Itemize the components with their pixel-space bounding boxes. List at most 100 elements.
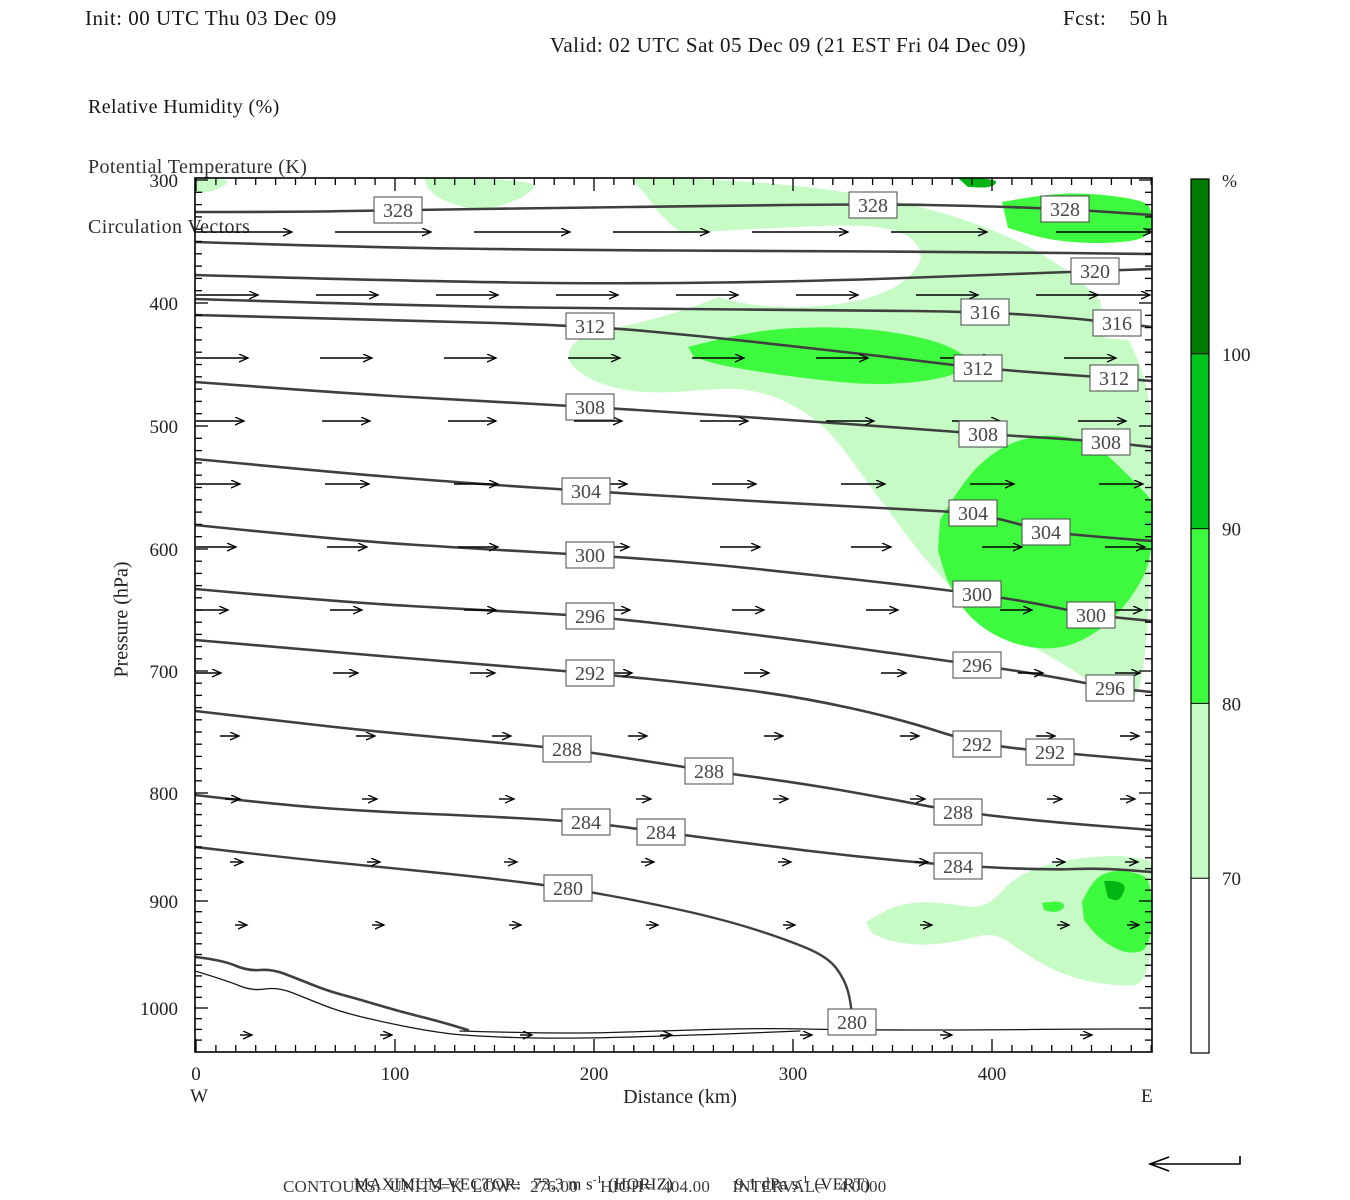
humidity-fill-white: [660, 225, 921, 307]
contour-label-text: 312: [963, 358, 993, 380]
contour-label-text: 296: [962, 655, 992, 677]
contours-info-line: CONTOURS: UNITS=K LOW= 276.00 HIGH= 404.…: [283, 1177, 887, 1196]
contour-label-text: 316: [970, 302, 1000, 324]
west-end-label: W: [190, 1086, 208, 1107]
isentrope-300: [195, 523, 1152, 623]
y-tick-label-1000: 1000: [140, 999, 178, 1020]
isentrope-280: [195, 955, 470, 1032]
contour-label-text: 288: [943, 802, 973, 824]
contour-label-280: 280: [543, 874, 593, 902]
east-end-label: E: [1141, 1086, 1153, 1107]
colorbar-segment: [1191, 878, 1209, 1053]
contour-label-text: 312: [1099, 368, 1129, 390]
contour-label-text: 292: [575, 663, 605, 685]
contour-label-316: 316: [1092, 309, 1142, 337]
contour-label-text: 296: [575, 606, 605, 628]
contour-label-text: 292: [962, 734, 992, 756]
contour-label-284: 284: [933, 852, 983, 880]
y-axis-title: Pressure (hPa): [110, 561, 133, 678]
contour-label-288: 288: [933, 798, 983, 826]
plot-interior: 328 328 328 320 316 316 312 312 312 308 308 308 304 3…: [195, 178, 1152, 1038]
contour-label-308: 308: [958, 420, 1008, 448]
isentrope-320: [195, 267, 1152, 285]
x-tick-label-100: 100: [381, 1064, 410, 1085]
contour-label-320: 320: [1070, 257, 1120, 285]
colorbar-segment: [1191, 703, 1209, 879]
horiz-exponent: -1: [592, 1174, 603, 1186]
y-tick-label-800: 800: [150, 784, 179, 805]
x-tick-label-400: 400: [978, 1064, 1007, 1085]
field-potential-temperature: Potential Temperature (K): [88, 156, 308, 178]
colorbar-segment: [1191, 179, 1209, 354]
contour-label-text: 284: [571, 812, 601, 834]
humidity-fill-deep: [958, 178, 997, 188]
isentrope-324: [195, 240, 1152, 256]
humidity-fill-deep: [1104, 880, 1125, 901]
isentrope-292: [195, 638, 1152, 763]
x-tick-label-300: 300: [779, 1064, 808, 1085]
contour-label-292: 292: [952, 730, 1002, 758]
colorbar-tick-label-70: 70: [1222, 869, 1241, 890]
y-tick-label-400: 400: [150, 294, 179, 315]
contour-label-text: 288: [694, 761, 724, 783]
field-relative-humidity: Relative Humidity (%): [88, 96, 280, 118]
contour-label-text: 304: [958, 503, 988, 525]
isentrope-328: [195, 203, 1152, 217]
contour-label-312: 312: [953, 354, 1003, 382]
forecast-hour-label: Fcst: 50 h: [1063, 6, 1169, 30]
contour-label-text: 328: [858, 195, 888, 217]
vert-exponent: -1: [798, 1174, 809, 1186]
valid-time-label: Valid: 02 UTC Sat 05 Dec 09 (21 EST Fri …: [550, 33, 1027, 57]
contour-label-text: 280: [837, 1012, 867, 1034]
y-tick-label-700: 700: [150, 662, 179, 683]
max-vector-reference-arrow: [1147, 1156, 1241, 1172]
contour-label-text: 308: [1091, 432, 1121, 454]
contour-label-text: 280: [553, 878, 583, 900]
init-time-label: Init: 00 UTC Thu 03 Dec 09: [85, 6, 337, 30]
contour-label-296: 296: [565, 602, 615, 630]
contour-label-text: 296: [1095, 678, 1125, 700]
x-tick-label-0: 0: [191, 1064, 201, 1085]
contour-label-text: 292: [1035, 742, 1065, 764]
isentrope-288: [195, 709, 1152, 832]
y-tick-label-900: 900: [150, 892, 179, 913]
colorbar-tick-label-80: 80: [1222, 694, 1241, 715]
plotted-fields-list: Relative Humidity (%) Potential Temperat…: [88, 59, 307, 257]
colorbar-segment: [1191, 528, 1209, 704]
max-vector-horiz-unit: (HORIZ): [608, 1174, 674, 1194]
contour-label-304: 304: [1021, 518, 1071, 546]
contour-label-284: 284: [636, 818, 686, 846]
y-tick-label-500: 500: [150, 417, 179, 438]
isentrope-284: [195, 793, 1152, 874]
contour-label-312: 312: [565, 312, 615, 340]
contour-label-292: 292: [565, 659, 615, 687]
contour-label-text: 316: [1102, 313, 1132, 335]
contour-label-280: 280: [827, 1008, 877, 1036]
contour-label-312: 312: [1089, 364, 1139, 392]
contour-label-292: 292: [1025, 738, 1075, 766]
contour-label-300: 300: [1066, 601, 1116, 629]
contour-label-296: 296: [952, 651, 1002, 679]
contour-label-304: 304: [561, 477, 611, 505]
contour-label-text: 304: [571, 481, 601, 503]
humidity-fill-pale: [196, 178, 228, 193]
contour-label-300: 300: [952, 580, 1002, 608]
contour-label-308: 308: [565, 393, 615, 421]
contour-label-text: 300: [1076, 605, 1106, 627]
contour-label-text: 284: [646, 822, 676, 844]
contour-label-text: 328: [383, 200, 413, 222]
humidity-fill-pale: [866, 855, 1152, 986]
contour-label-text: 312: [575, 316, 605, 338]
x-tick-label-200: 200: [580, 1064, 609, 1085]
contour-label-328: 328: [1040, 195, 1090, 223]
isentrope-312: [195, 313, 1152, 383]
max-vector-vert-value: 9.1 dPa s: [735, 1174, 799, 1194]
colorbar-segment: [1191, 353, 1209, 529]
contour-label-text: 300: [962, 584, 992, 606]
max-vector-label: MAXIMUM VECTOR:: [353, 1174, 522, 1194]
contour-label-text: 308: [968, 424, 998, 446]
isentrope-276: [195, 970, 801, 1039]
contour-label-text: 284: [943, 856, 973, 878]
max-vector-horiz-value: 73.3 m s: [533, 1174, 593, 1194]
